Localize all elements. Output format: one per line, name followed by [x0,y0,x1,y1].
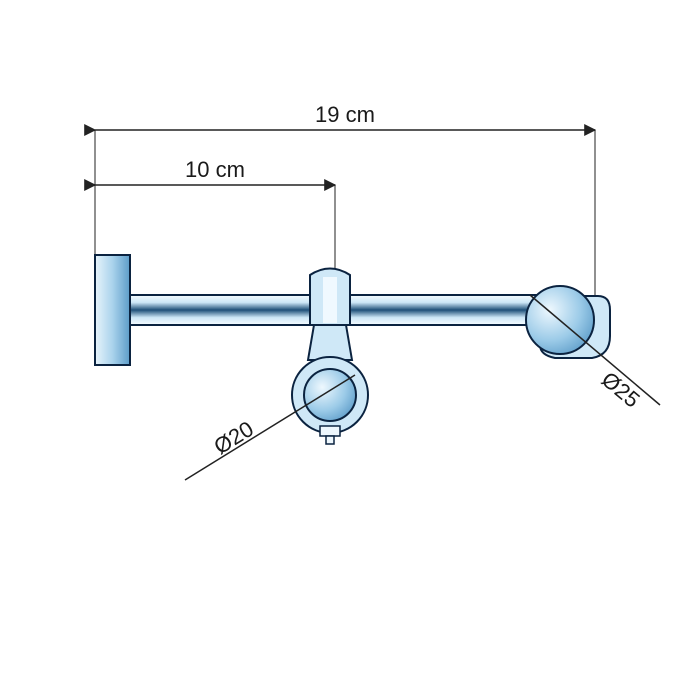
dim-top-label: 19 cm [315,102,375,127]
diameter-20-label: Ø20 [209,416,258,459]
bracket-bar [130,295,580,325]
bracket [95,255,610,444]
dimension-top: 19 cm [95,102,595,296]
diameter-25-label: Ø25 [597,367,645,413]
rail-channel [320,426,340,444]
dim-lower-label: 10 cm [185,157,245,182]
rod-20 [304,369,356,421]
bracket-end-holder [526,286,610,358]
technical-diagram: 19 cm 10 cm [0,0,700,700]
bracket-plate [95,255,130,365]
dimension-lower: 10 cm [95,157,335,270]
